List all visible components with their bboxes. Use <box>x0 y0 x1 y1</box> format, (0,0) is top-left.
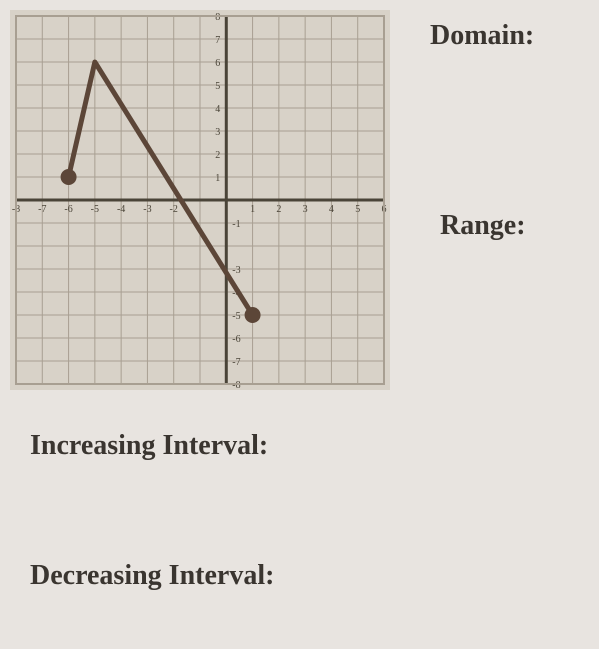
svg-text:8: 8 <box>215 12 220 23</box>
svg-text:6: 6 <box>215 58 220 69</box>
svg-text:-1: -1 <box>232 219 240 230</box>
worksheet-page: -8-7-6-5-4-3-212345612345678-1-3-4-5-6-7… <box>0 0 599 649</box>
svg-text:-6: -6 <box>64 204 72 215</box>
line-graph: -8-7-6-5-4-3-212345612345678-1-3-4-5-6-7… <box>10 10 390 390</box>
svg-text:7: 7 <box>215 35 220 46</box>
increasing-interval-label: Increasing Interval: <box>30 430 268 462</box>
svg-text:3: 3 <box>303 204 308 215</box>
svg-text:2: 2 <box>215 150 220 161</box>
svg-text:4: 4 <box>329 204 334 215</box>
range-label: Range: <box>440 210 526 242</box>
svg-text:-6: -6 <box>232 334 240 345</box>
svg-text:-5: -5 <box>232 311 240 322</box>
chart-svg: -8-7-6-5-4-3-212345612345678-1-3-4-5-6-7… <box>10 10 390 390</box>
svg-text:-3: -3 <box>143 204 151 215</box>
svg-text:5: 5 <box>355 204 360 215</box>
domain-label: Domain: <box>430 20 534 52</box>
svg-text:-4: -4 <box>117 204 125 215</box>
decreasing-interval-label: Decreasing Interval: <box>30 560 274 592</box>
svg-text:5: 5 <box>215 81 220 92</box>
svg-text:2: 2 <box>276 204 281 215</box>
svg-text:1: 1 <box>250 204 255 215</box>
svg-text:-3: -3 <box>232 265 240 276</box>
svg-text:3: 3 <box>215 127 220 138</box>
svg-text:1: 1 <box>215 173 220 184</box>
svg-text:-7: -7 <box>38 204 46 215</box>
svg-text:-2: -2 <box>170 204 178 215</box>
svg-text:4: 4 <box>215 104 220 115</box>
svg-text:-5: -5 <box>91 204 99 215</box>
svg-text:-7: -7 <box>232 357 240 368</box>
